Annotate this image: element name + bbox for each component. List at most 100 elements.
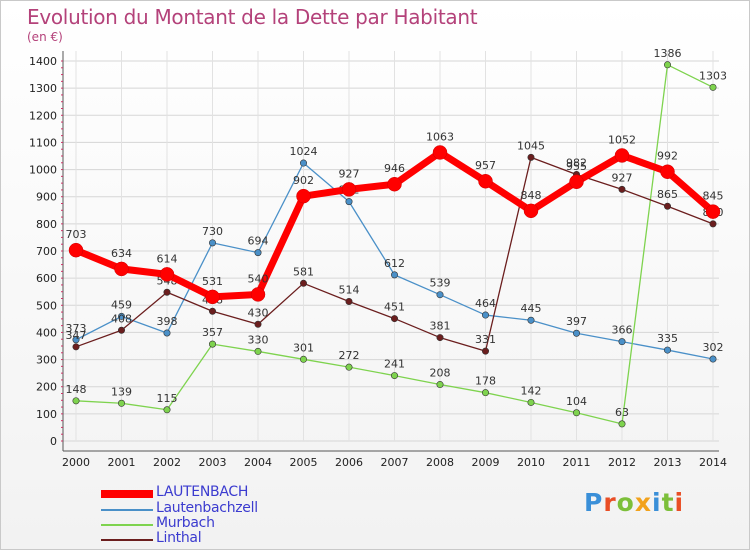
y-tick-label: 700 (36, 245, 57, 258)
data-point-lautenbach (523, 203, 539, 219)
x-tick-label: 2011 (563, 456, 591, 469)
data-point-murbach (572, 409, 580, 417)
data-label-murbach: 1303 (699, 69, 727, 82)
y-tick-label: 900 (36, 191, 57, 204)
logo-letter: x (634, 488, 652, 517)
data-label-linthal: 982 (566, 156, 587, 169)
data-label-linthal: 430 (248, 306, 269, 319)
data-point-murbach (709, 83, 717, 91)
data-point-lautenbach (296, 188, 311, 204)
data-point-lautenbach (614, 148, 630, 163)
data-label-lautenbachzell: 459 (111, 298, 132, 311)
data-label-murbach: 330 (248, 333, 269, 346)
data-label-linthal: 381 (430, 320, 451, 333)
x-tick-label: 2014 (699, 456, 727, 469)
data-label-linthal: 865 (657, 188, 678, 201)
x-tick-label: 2005 (290, 456, 318, 469)
data-point-linthal (209, 307, 217, 315)
data-point-lautenbach (660, 164, 675, 179)
data-label-lautenbachzell: 730 (202, 225, 223, 238)
data-point-lautenbachzell (72, 336, 80, 344)
data-label-murbach: 357 (202, 326, 223, 339)
data-point-murbach (118, 399, 126, 407)
data-label-lautenbach: 902 (293, 174, 314, 187)
data-label-linthal: 331 (475, 333, 496, 346)
legend-swatch-linthal (101, 539, 153, 541)
legend-label-murbach: Murbach (156, 515, 215, 531)
data-label-linthal: 514 (339, 283, 360, 296)
data-point-linthal (436, 334, 444, 342)
chart-unit: (en €) (27, 30, 63, 44)
x-tick-label: 2010 (517, 456, 545, 469)
y-tick-label: 600 (36, 272, 57, 285)
data-point-lautenbach (159, 267, 175, 282)
data-label-murbach: 272 (339, 349, 360, 362)
y-tick-label: 500 (36, 299, 57, 312)
legend-label-linthal: Linthal (156, 530, 202, 546)
chart-title: Evolution du Montant de la Dette par Hab… (27, 5, 478, 29)
data-point-murbach (436, 381, 444, 389)
data-point-linthal (163, 288, 171, 296)
data-label-linthal: 581 (293, 265, 314, 278)
legend-item-lautenbachzell: Lautenbachzell (101, 500, 401, 518)
legend-label-lautenbachzell: Lautenbachzell (156, 500, 258, 516)
data-label-lautenbach: 703 (66, 228, 87, 241)
data-point-lautenbachzell (209, 239, 217, 247)
data-point-linthal (709, 220, 717, 228)
proxiti-logo: Proxiti (584, 488, 684, 517)
logo-letter: i (674, 488, 685, 517)
data-label-lautenbachzell: 1024 (290, 145, 318, 158)
y-tick-label: 0 (50, 435, 57, 448)
data-point-lautenbach (250, 287, 266, 302)
data-point-murbach (527, 398, 535, 406)
data-label-murbach: 1386 (654, 47, 682, 60)
data-point-linthal (254, 320, 262, 328)
data-label-lautenbach: 848 (521, 189, 542, 202)
y-tick-label: 200 (36, 381, 57, 394)
data-label-lautenbachzell: 302 (703, 341, 724, 354)
data-label-lautenbach: 946 (384, 162, 405, 175)
x-tick-label: 2006 (335, 456, 363, 469)
data-point-lautenbach (478, 173, 493, 189)
legend-item-linthal: Linthal (101, 530, 401, 548)
data-point-lautenbachzell (299, 159, 307, 167)
data-point-lautenbachzell (436, 291, 444, 299)
y-tick-label: 1400 (29, 55, 57, 68)
data-point-lautenbach (341, 182, 357, 197)
data-label-lautenbachzell: 335 (657, 332, 678, 345)
data-point-linthal (481, 347, 489, 355)
data-label-linthal: 408 (111, 312, 132, 325)
data-label-murbach: 178 (475, 375, 496, 388)
data-point-lautenbachzell (118, 312, 126, 320)
data-point-lautenbachzell (390, 271, 398, 279)
data-label-lautenbachzell: 445 (521, 302, 542, 315)
data-point-lautenbachzell (572, 329, 580, 337)
data-point-lautenbachzell (345, 198, 353, 206)
legend-item-murbach: Murbach (101, 515, 401, 533)
data-label-linthal: 347 (66, 329, 87, 342)
data-point-lautenbachzell (163, 329, 171, 337)
data-label-lautenbachzell: 464 (475, 297, 496, 310)
x-tick-label: 2009 (472, 456, 500, 469)
data-point-lautenbachzell (481, 311, 489, 319)
data-point-linthal (390, 315, 398, 323)
data-point-lautenbach (569, 174, 584, 190)
legend-swatch-lautenbachzell (101, 509, 153, 511)
y-tick-label: 1300 (29, 82, 57, 95)
data-point-lautenbachzell (618, 338, 626, 346)
logo-letter: i (652, 488, 662, 517)
x-tick-label: 2012 (608, 456, 636, 469)
data-label-linthal: 451 (384, 301, 405, 314)
legend-item-lautenbach: LAUTENBACH (101, 484, 401, 502)
data-label-lautenbachzell: 373 (66, 322, 87, 335)
data-label-lautenbach: 845 (703, 190, 724, 203)
data-point-murbach (663, 61, 671, 69)
data-label-murbach: 104 (566, 395, 587, 408)
data-point-lautenbach (387, 176, 402, 192)
data-label-lautenbach: 955 (566, 160, 587, 173)
data-label-lautenbach: 634 (111, 247, 132, 260)
data-point-lautenbach (68, 242, 84, 258)
data-point-murbach (163, 406, 171, 414)
